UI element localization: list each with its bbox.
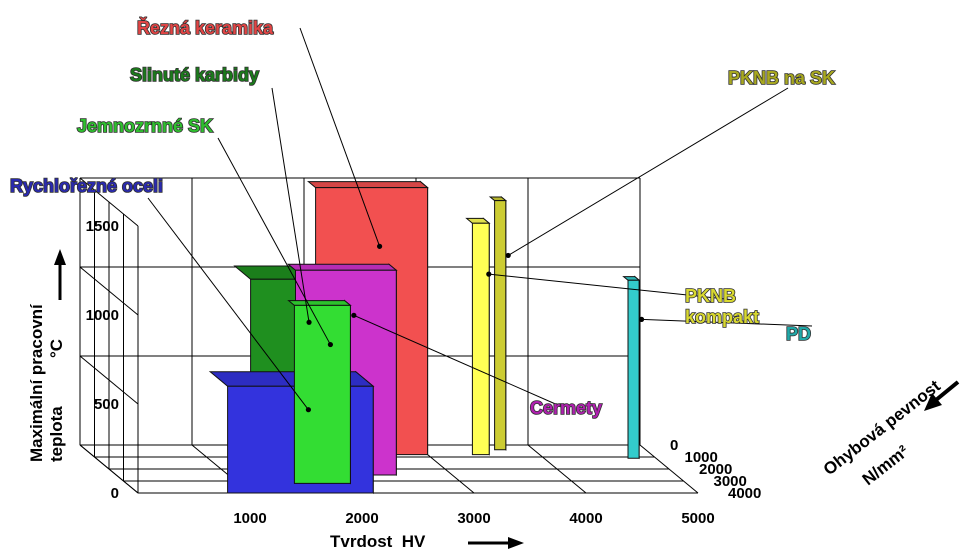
y-axis-title-line1: Maximální pracovní: [27, 303, 46, 462]
bar-top-face: [465, 217, 491, 224]
z-tick-label: 2000: [699, 461, 732, 478]
leader-line: [641, 318, 813, 327]
bar-top-face: [286, 263, 398, 271]
z-tick-label: 0: [670, 437, 678, 454]
labels: Rychlořezné oceli Jemnozrnné SK Slinuté ka…: [9, 16, 836, 419]
leader-line: [488, 273, 736, 301]
leader-line: [507, 87, 789, 256]
bar-front-face: [293, 304, 351, 484]
series-label: Rychlořezné oceli: [10, 176, 163, 196]
z-tick-label: 3000: [714, 473, 747, 490]
y-tick-label: 0: [111, 485, 119, 502]
z-tick-label: 4000: [728, 485, 761, 502]
z-tick-label: 1000: [685, 449, 718, 466]
series-label: PKNB na SK: [728, 68, 835, 88]
leader-line: [217, 137, 331, 345]
x-tick-label: 5000: [681, 510, 714, 527]
bar-5: [488, 195, 508, 451]
bar-front-face: [471, 222, 490, 456]
leader-dot: [327, 341, 333, 348]
leader-dot: [486, 271, 492, 277]
leader-line: [299, 27, 381, 247]
y-axis-title-line2: teplota: [47, 406, 66, 462]
leader-dot: [638, 316, 645, 322]
y-tick-label: 1500: [86, 218, 119, 235]
series-label: PKNB kompakt: [685, 286, 759, 327]
y-axis-arrow-icon: [54, 249, 66, 300]
bar-top-face: [287, 300, 352, 306]
x-tick-label: 1000: [233, 510, 266, 527]
bar-front-face: [494, 200, 507, 451]
axis-arrows: [54, 249, 960, 549]
bar-1: [287, 299, 352, 485]
y-tick-label: 500: [94, 396, 119, 413]
bar-top-face: [307, 181, 429, 189]
bars: [208, 180, 641, 495]
series-label: Cermety: [530, 398, 602, 418]
bar-top-face: [488, 196, 508, 202]
x-tick-label: 3000: [457, 510, 490, 527]
floor-gridline: [639, 444, 699, 494]
bar-front-face: [627, 279, 640, 459]
z-axis-arrow-icon: [924, 380, 960, 411]
x-axis-title: Tvrdost HV: [330, 532, 426, 551]
x-tick-label: 2000: [345, 510, 378, 527]
bar-7: [622, 275, 641, 460]
leader-line: [147, 197, 309, 410]
bar-top-face: [622, 276, 641, 281]
leader-line: [271, 87, 310, 323]
x-axis-arrow-icon: [468, 537, 524, 549]
leader-dot: [306, 319, 312, 325]
leader-dot: [505, 252, 511, 259]
y-tick-label: 1000: [86, 307, 119, 324]
leader-dot: [305, 407, 311, 413]
series-label: PD: [786, 324, 811, 344]
bar-6: [465, 217, 491, 456]
x-tick-label: 4000: [569, 510, 602, 527]
series-label: Jemnozrnné SK: [77, 116, 213, 136]
series-label: Slinuté karbidy: [130, 65, 259, 85]
y-axis-unit: °C: [47, 339, 66, 358]
series-label: Řezná keramika: [137, 17, 274, 38]
leader-dot: [377, 243, 383, 249]
leader-line: [353, 314, 561, 407]
leaders: [147, 27, 813, 413]
floor-gridline: [527, 444, 587, 494]
leader-dot: [351, 312, 357, 318]
